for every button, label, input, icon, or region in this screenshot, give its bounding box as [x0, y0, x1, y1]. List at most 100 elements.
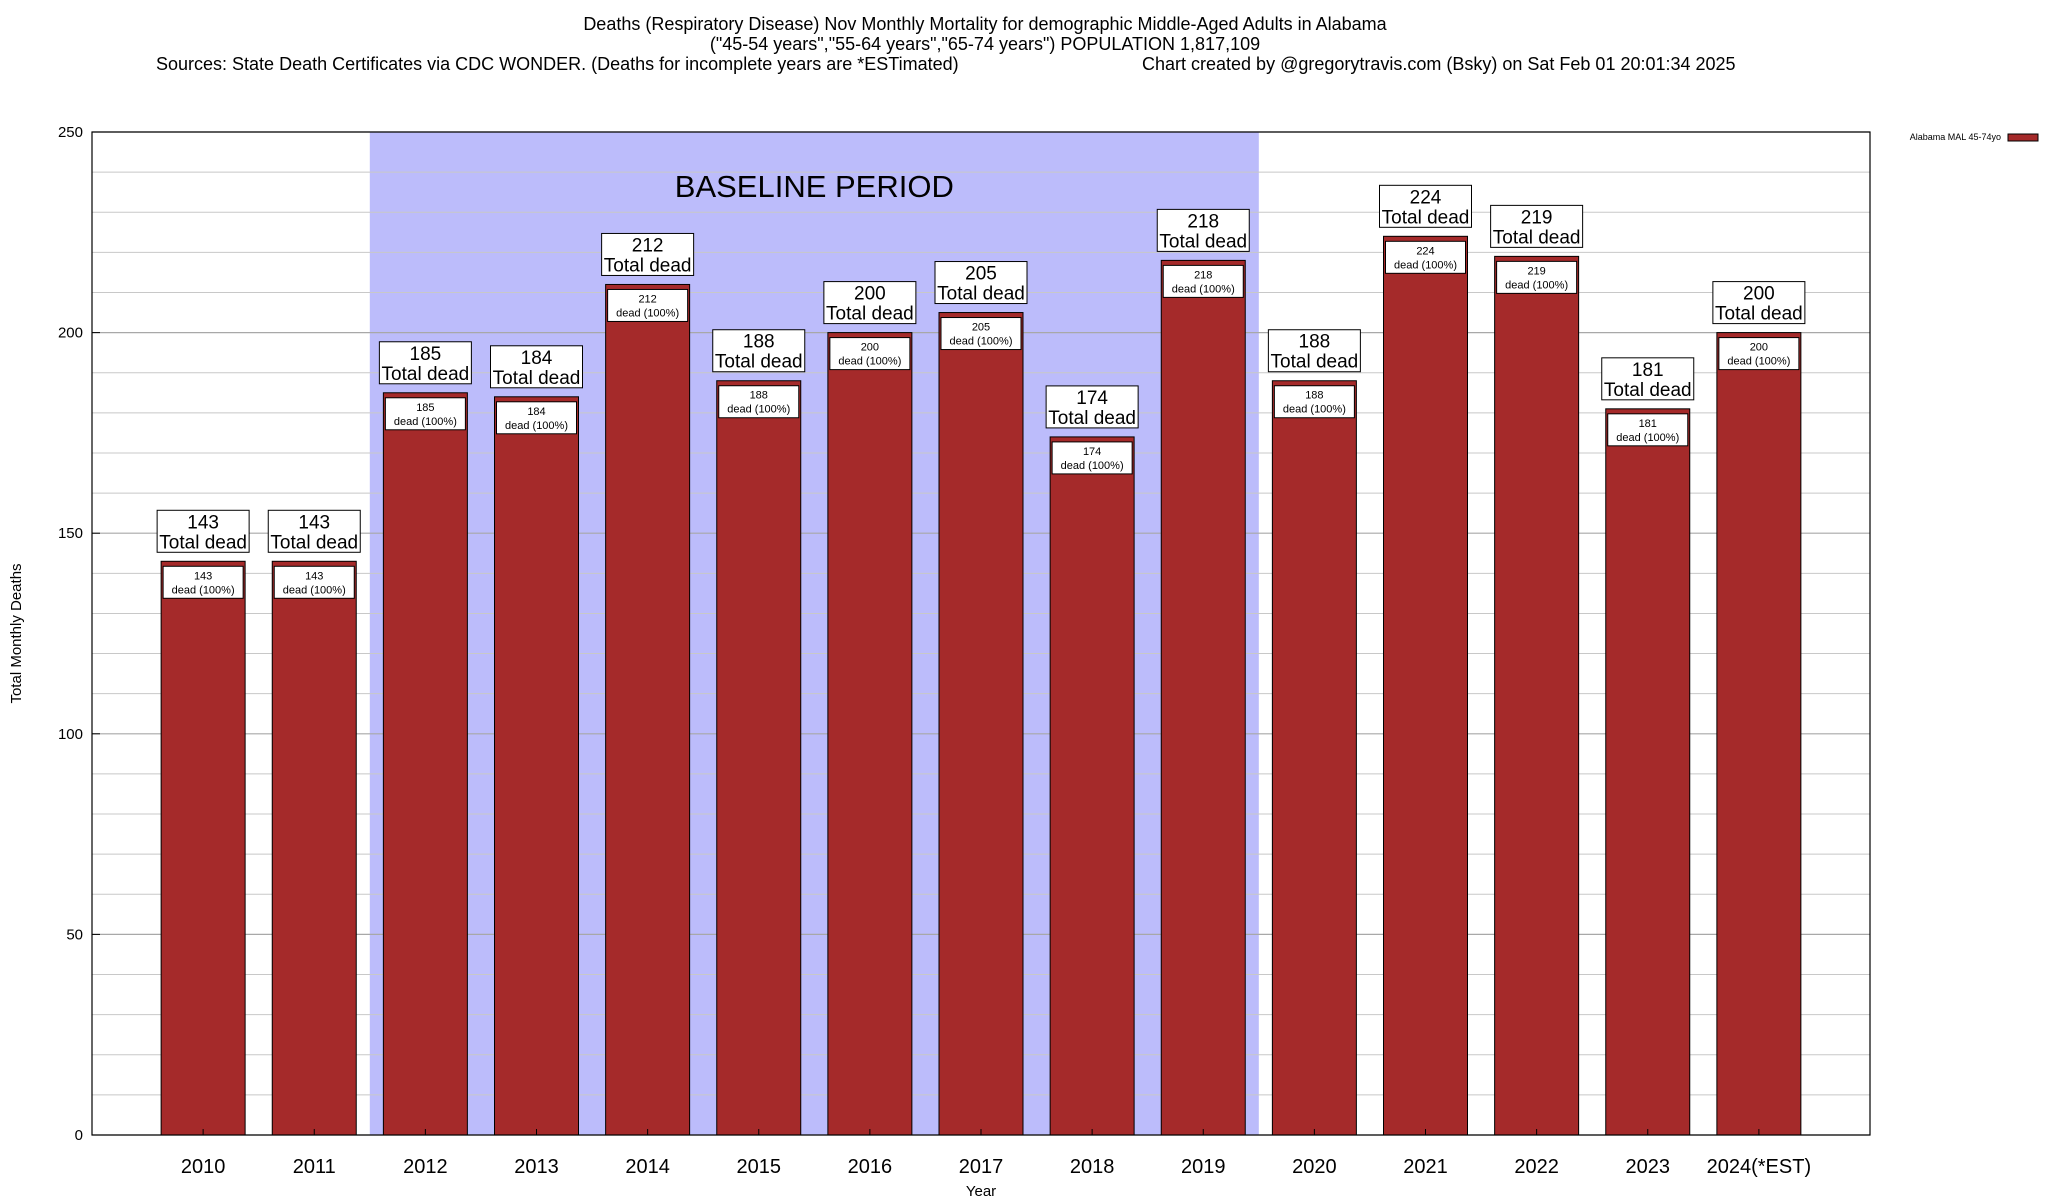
bar-inner-percent: dead (100%)	[505, 420, 568, 432]
bar-total-text: Total dead	[937, 284, 1025, 305]
bar-inner-percent: dead (100%)	[1061, 460, 1124, 472]
x-tick-label: 2022	[1514, 1156, 1559, 1178]
bar	[1160, 259, 1246, 1136]
bar-total-text: Total dead	[1048, 408, 1136, 429]
bar-inner-value: 184	[527, 406, 545, 418]
bar-inner-percent: dead (100%)	[1172, 283, 1235, 295]
bar	[494, 396, 579, 1136]
bar-total-value: 205	[965, 264, 997, 285]
y-tick-label: 200	[58, 325, 83, 342]
bar-inner-percent: dead (100%)	[1616, 432, 1679, 444]
bar-inner-label-box	[718, 385, 800, 419]
x-tick-label: 2024(*EST)	[1707, 1156, 1812, 1178]
bar-total-value: 143	[187, 512, 219, 533]
bar-total-label-box	[490, 345, 583, 389]
bar-total-text: Total dead	[382, 364, 470, 385]
bar-inner-percent: dead (100%)	[838, 356, 901, 368]
bar-inner-value: 143	[305, 570, 323, 582]
bar-inner-value: 219	[1527, 265, 1545, 277]
bar-total-text: Total dead	[1604, 380, 1692, 401]
bar-inner-label-box	[162, 565, 244, 599]
bar-total-label-box	[823, 281, 917, 325]
x-tick-label: 2013	[514, 1156, 559, 1178]
x-axis-label: Year	[966, 1183, 996, 1200]
chart-title-line-1: Deaths (Respiratory Disease) Nov Monthly…	[583, 14, 1387, 34]
bar-inner-value: 143	[194, 570, 212, 582]
bar	[1605, 408, 1691, 1136]
bar-total-value: 200	[854, 284, 886, 305]
x-tick-label: 2012	[403, 1156, 448, 1178]
bar-inner-percent: dead (100%)	[283, 584, 346, 596]
x-tick-label: 2021	[1403, 1156, 1448, 1178]
bar-inner-label-box	[384, 397, 466, 431]
bar-total-label-box	[1267, 329, 1361, 373]
y-tick-label: 50	[66, 926, 83, 943]
bar-inner-percent: dead (100%)	[950, 336, 1013, 348]
bar-total-label-box	[378, 341, 472, 385]
bar-total-value: 181	[1632, 360, 1664, 381]
chart-sources: Sources: State Death Certificates via CD…	[156, 54, 959, 74]
bar-total-value: 188	[1299, 332, 1331, 353]
bar-total-text: Total dead	[604, 255, 692, 276]
bar-total-text: Total dead	[826, 304, 914, 325]
bar-total-value: 218	[1187, 211, 1219, 232]
y-tick-label: 100	[58, 726, 83, 743]
bar-inner-value: 174	[1083, 446, 1101, 458]
bar-inner-label-box	[1385, 240, 1466, 274]
bar-total-text: Total dead	[270, 532, 358, 553]
bar-total-text: Total dead	[1159, 231, 1247, 252]
bar	[1271, 380, 1357, 1136]
bar	[1716, 332, 1802, 1136]
bar-inner-label-box	[1162, 264, 1244, 298]
bar-inner-value: 212	[638, 293, 656, 305]
bar-total-text: Total dead	[159, 532, 247, 553]
chart-title-block: Deaths (Respiratory Disease) Nov Monthly…	[0, 14, 1970, 134]
x-tick-label: 2020	[1292, 1156, 1337, 1178]
bar-total-text: Total dead	[1271, 352, 1359, 373]
bar-inner-value: 205	[972, 322, 990, 334]
bar-inner-label-box	[1607, 413, 1689, 447]
bar	[271, 560, 357, 1136]
bar	[1049, 436, 1135, 1136]
bar-total-label-box	[1156, 208, 1250, 252]
x-tick-label: 2019	[1181, 1156, 1226, 1178]
bar-inner-value: 181	[1639, 418, 1657, 430]
bar-inner-percent: dead (100%)	[394, 416, 457, 428]
bar-inner-percent: dead (100%)	[616, 307, 679, 319]
bar	[827, 332, 913, 1136]
bar-inner-label-box	[1051, 441, 1133, 475]
bar-total-value: 224	[1410, 187, 1442, 208]
bar-inner-value: 200	[861, 342, 879, 354]
bar-total-text: Total dead	[1382, 207, 1470, 228]
bar-total-label-box	[1601, 357, 1695, 401]
bar	[605, 283, 691, 1136]
bar-inner-value: 188	[750, 390, 768, 402]
chart-sources-line: Sources: State Death Certificates via CD…	[0, 54, 1970, 134]
bar-total-text: Total dead	[715, 352, 803, 373]
bar-total-label-box	[1045, 385, 1139, 429]
bar-inner-value: 185	[416, 402, 434, 414]
bar-inner-percent: dead (100%)	[172, 584, 235, 596]
bar-inner-label-box	[1718, 337, 1800, 371]
x-tick-label: 2016	[848, 1156, 893, 1178]
bar-inner-percent: dead (100%)	[727, 404, 790, 416]
bar	[716, 380, 802, 1136]
x-tick-label: 2017	[959, 1156, 1004, 1178]
bar	[382, 392, 468, 1136]
bar-total-value: 143	[298, 512, 330, 533]
baseline-period-label: BASELINE PERIOD	[675, 169, 954, 204]
bar-inner-value: 224	[1416, 245, 1434, 257]
x-tick-label: 2015	[737, 1156, 782, 1178]
bar-total-value: 219	[1521, 207, 1553, 228]
chart-title-line-2: ("45-54 years","55-64 years","65-74 year…	[709, 34, 1261, 54]
bar-total-label-box	[1379, 184, 1472, 228]
bar-total-value: 188	[743, 332, 775, 353]
x-tick-label: 2014	[625, 1156, 670, 1178]
legend-swatch	[2007, 133, 2039, 142]
bar-total-label-box	[712, 329, 806, 373]
bar-total-label-box	[267, 509, 361, 553]
y-tick-label: 250	[58, 124, 83, 141]
bar-total-value: 174	[1076, 388, 1108, 409]
x-tick-label: 2023	[1626, 1156, 1671, 1178]
bar-inner-label-box	[273, 565, 355, 599]
